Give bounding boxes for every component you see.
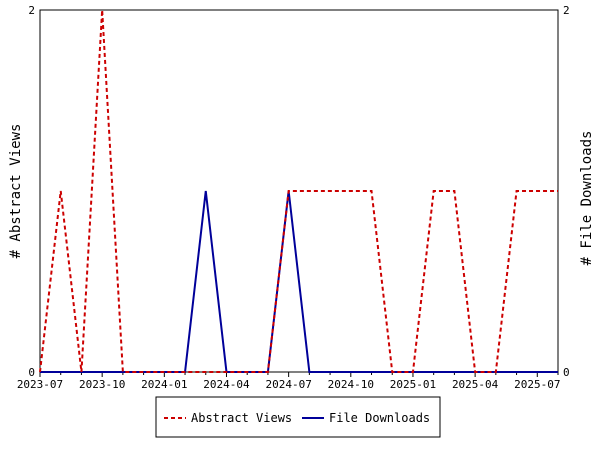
y-right-axis-title: # File Downloads [579,131,595,266]
x-tick-label: 2024-10 [328,378,374,391]
x-tick-label: 2023-07 [17,378,63,391]
series-line-abstract-views [39,9,558,373]
x-tick-label: 2024-04 [203,378,250,391]
x-tick-label: 2025-04 [452,378,499,391]
x-tick-label: 2024-01 [141,378,187,391]
legend: Abstract Views File Downloads [155,396,441,438]
series-line-file-downloads [40,190,558,373]
x-tick-label: 2023-10 [79,378,125,391]
y-right-tick-min: 0 [563,366,570,379]
y-left-axis-title: # Abstract Views [8,124,24,259]
x-tick-labels: 2023-07 2023-10 2024-01 2024-04 2024-07 2024-… [17,378,561,391]
y-left-tick-max: 2 [28,4,35,17]
y-right-tick-max: 2 [563,4,570,17]
plot-frame [39,9,559,373]
legend-label-file-downloads: File Downloads [329,411,430,425]
legend-label-abstract-views: Abstract Views [191,411,292,425]
series-lines [39,9,558,373]
y-left-tick-min: 0 [28,366,35,379]
x-tick-label: 2025-01 [390,378,436,391]
x-tick-label: 2025-07 [514,378,560,391]
x-tick-label: 2024-07 [265,378,311,391]
legend-box [155,396,441,438]
